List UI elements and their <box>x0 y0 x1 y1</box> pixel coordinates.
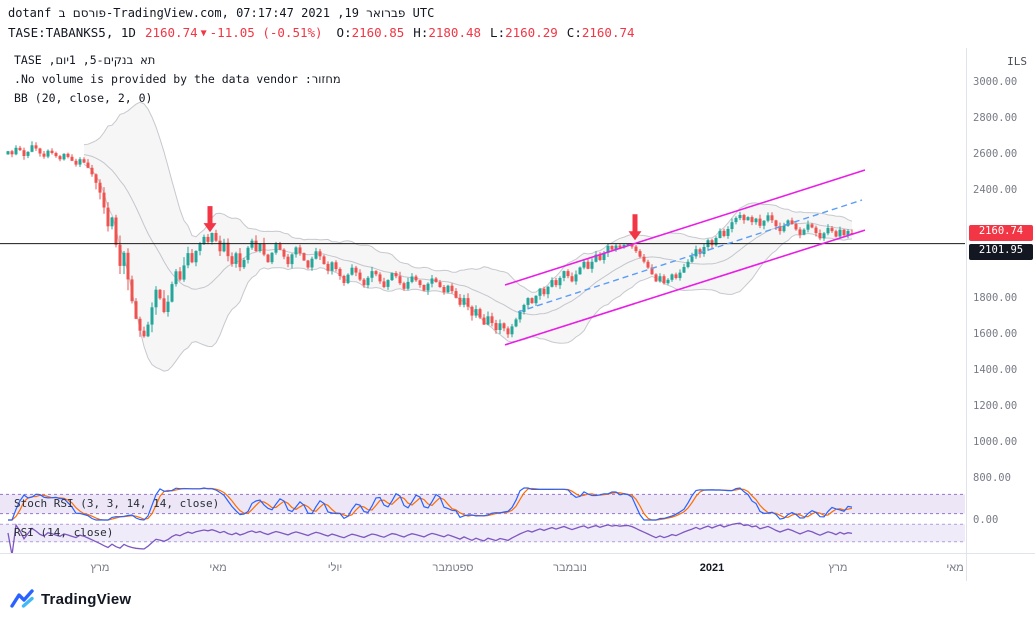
time-label: 2021 <box>699 562 725 574</box>
time-label: מאי <box>209 562 227 574</box>
price-tick: 1000.00 <box>973 436 1018 448</box>
high-value: H:2180.48 <box>413 25 482 40</box>
bollinger-bands <box>83 101 853 372</box>
price-tick: 800.00 <box>973 472 1011 484</box>
time-label: מרץ <box>828 562 848 574</box>
low-value: L:2160.29 <box>490 25 558 40</box>
price-tick: 1600.00 <box>973 328 1018 340</box>
down-arrow-annotation <box>628 214 642 241</box>
price-tick: 1200.00 <box>973 400 1018 412</box>
price-tick: 3000.00 <box>973 76 1018 88</box>
time-label: מרץ <box>90 562 110 574</box>
symbol-info-bar: TASE:TABANKS5, 1D 2160.74 ▼ -11.05 (-0.51%)… <box>8 25 644 40</box>
price-tick: 1800.00 <box>973 292 1018 304</box>
last-price-badge: 2160.74 <box>969 225 1033 241</box>
price-tick: 2800.00 <box>973 112 1018 124</box>
price-tick: 1400.00 <box>973 364 1018 376</box>
time-axis: מרץ מאי יולי ספטמבר נובמבר 2021 מרץ מאי <box>0 553 1035 584</box>
price-tick: 2400.00 <box>973 184 1018 196</box>
rsi-line <box>7 522 853 553</box>
price-axis: ILS 3000.00 2800.00 2600.00 2400.00 1800.00 1… <box>966 48 1035 581</box>
time-label: נובמבר <box>553 562 587 574</box>
down-arrow-annotation <box>203 206 217 233</box>
tradingview-logo-icon[interactable] <box>10 587 34 611</box>
price-chart-canvas[interactable] <box>0 48 965 553</box>
bb-legend: BB (20, close, 2, 0) <box>14 91 153 105</box>
drawings <box>0 169 965 346</box>
price-tick: 2600.00 <box>973 148 1018 160</box>
down-triangle-icon: ▼ <box>200 28 207 39</box>
footer: TradingView <box>10 587 131 611</box>
close-value: C:2160.74 <box>566 25 635 40</box>
last-price: 2160.74 <box>144 25 198 40</box>
candlesticks <box>6 141 854 338</box>
dashed-trendline <box>517 199 863 313</box>
rsi-label: RSI (14, close) <box>14 526 114 539</box>
volume-note: מחזור: No volume is provided by the data… <box>14 72 341 86</box>
open-value: O:2160.85 <box>336 25 405 40</box>
currency-label: ILS <box>1007 55 1027 68</box>
stoch-rsi-label: Stoch RSI (3, 3, 14, 14, close) <box>14 497 220 510</box>
channel-lower-line <box>504 229 866 346</box>
published-info: dotanf פורסם ב-TradingView.com, פברואר 1… <box>8 6 435 20</box>
stoch-rsi-pane <box>0 487 965 521</box>
symbol-name[interactable]: TASE:TABANKS5, 1D <box>8 25 136 40</box>
rsi-pane <box>0 522 965 553</box>
brand-name[interactable]: TradingView <box>41 590 132 608</box>
stoch-k-line <box>8 487 853 521</box>
stoch-zero-tick: 0.00 <box>973 514 999 526</box>
price-change: -11.05 (-0.51%) <box>209 25 323 40</box>
channel-upper-line <box>504 169 866 286</box>
time-label: ספטמבר <box>432 562 474 574</box>
chart-legend-title: תא בנקים-5, 1יום, TASE <box>14 53 156 67</box>
time-label: יולי <box>327 562 343 574</box>
hline-price-badge: 2101.95 <box>969 244 1033 260</box>
time-label: מאי <box>946 562 964 574</box>
